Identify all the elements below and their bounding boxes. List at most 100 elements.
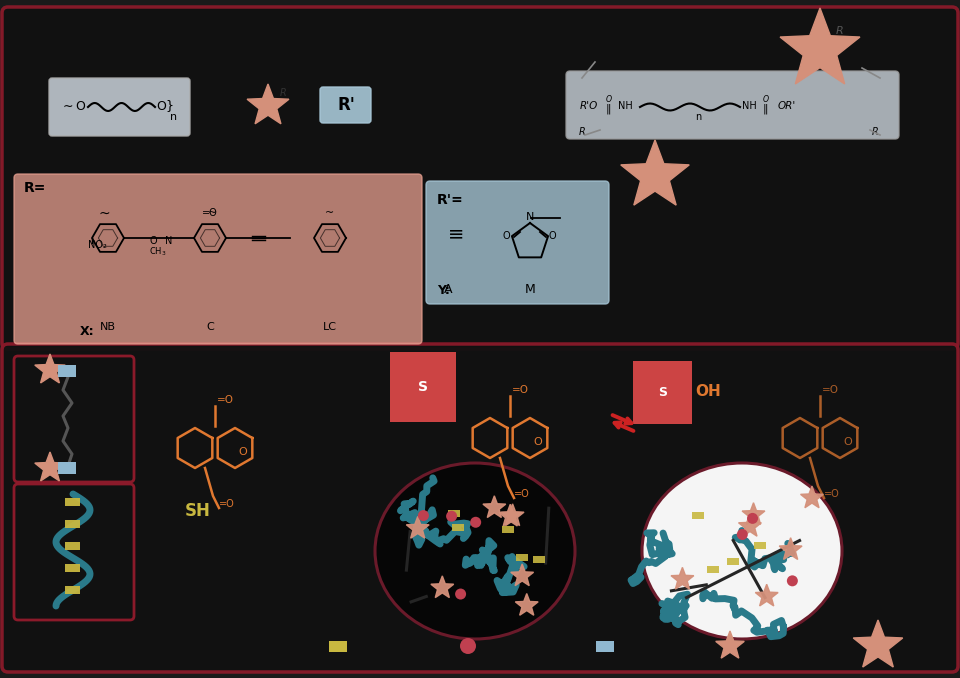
Bar: [708, 566, 719, 573]
Text: n: n: [170, 112, 178, 122]
Bar: [65, 498, 80, 506]
Text: OH: OH: [695, 384, 721, 399]
Bar: [502, 525, 514, 533]
Text: NH: NH: [742, 101, 756, 111]
Text: O: O: [548, 231, 556, 241]
Polygon shape: [780, 8, 860, 84]
Bar: [58, 365, 76, 377]
Text: OR': OR': [778, 101, 796, 111]
Bar: [596, 641, 614, 652]
Polygon shape: [756, 584, 779, 606]
Text: O: O: [239, 447, 248, 457]
Polygon shape: [406, 517, 429, 538]
Polygon shape: [499, 504, 521, 526]
Polygon shape: [742, 502, 765, 525]
Text: NH: NH: [618, 101, 633, 111]
Polygon shape: [501, 504, 524, 525]
Polygon shape: [780, 538, 802, 559]
Polygon shape: [431, 576, 454, 597]
Bar: [754, 542, 765, 549]
FancyBboxPatch shape: [49, 78, 190, 136]
Polygon shape: [801, 486, 824, 508]
Text: NO₂: NO₂: [88, 240, 107, 250]
Text: $\overset{O}{\|}$: $\overset{O}{\|}$: [762, 94, 770, 118]
Text: O: O: [502, 231, 510, 241]
Text: A: A: [444, 283, 452, 296]
Text: $\sim$O: $\sim$O: [60, 100, 86, 113]
Text: ~: ~: [208, 208, 217, 218]
Bar: [65, 564, 80, 572]
Text: M: M: [524, 283, 536, 296]
Polygon shape: [516, 593, 539, 615]
Text: R=: R=: [24, 181, 46, 195]
Polygon shape: [671, 567, 694, 589]
Text: Y:: Y:: [437, 284, 450, 297]
Text: R'=: R'=: [437, 193, 464, 207]
Polygon shape: [35, 354, 65, 383]
Text: ~: ~: [98, 207, 109, 221]
Text: S: S: [418, 380, 428, 394]
Circle shape: [418, 510, 429, 521]
Bar: [727, 558, 739, 565]
Text: O$\}$: O$\}$: [156, 98, 175, 114]
Text: NB: NB: [100, 322, 116, 332]
Polygon shape: [35, 452, 65, 481]
Text: =O: =O: [515, 489, 530, 499]
Bar: [329, 641, 347, 652]
Bar: [452, 523, 465, 531]
Bar: [65, 520, 80, 528]
Text: =O: =O: [822, 385, 839, 395]
Bar: [533, 556, 544, 563]
Polygon shape: [853, 620, 902, 667]
Text: =O: =O: [824, 489, 840, 499]
FancyBboxPatch shape: [566, 71, 899, 139]
Text: R: R: [579, 127, 586, 137]
FancyBboxPatch shape: [2, 344, 958, 672]
Text: ~: ~: [325, 208, 334, 218]
Text: O: O: [150, 236, 157, 246]
Bar: [65, 586, 80, 594]
Bar: [692, 512, 704, 519]
Ellipse shape: [642, 463, 842, 639]
Text: R': R': [337, 96, 355, 114]
Text: =O: =O: [512, 385, 529, 395]
Text: C: C: [206, 322, 214, 332]
Text: O: O: [534, 437, 542, 447]
Text: S: S: [658, 386, 667, 399]
FancyBboxPatch shape: [426, 181, 609, 304]
Bar: [65, 542, 80, 550]
Bar: [516, 554, 528, 561]
Text: R: R: [872, 127, 878, 137]
Text: ≡: ≡: [448, 224, 465, 243]
Text: N: N: [526, 212, 534, 222]
Circle shape: [737, 529, 748, 540]
Circle shape: [460, 638, 476, 654]
FancyBboxPatch shape: [320, 87, 371, 123]
Text: SH: SH: [185, 502, 211, 520]
FancyBboxPatch shape: [14, 174, 422, 344]
Circle shape: [446, 511, 457, 521]
Text: N: N: [165, 236, 173, 246]
Text: R: R: [280, 88, 287, 98]
Polygon shape: [621, 140, 689, 205]
Polygon shape: [483, 496, 506, 517]
Circle shape: [787, 576, 798, 586]
Text: O: O: [844, 437, 852, 447]
Bar: [58, 462, 76, 474]
Text: =O: =O: [203, 208, 218, 218]
Polygon shape: [716, 631, 744, 658]
Text: n: n: [695, 112, 701, 122]
Text: =O: =O: [217, 395, 234, 405]
Text: $\overset{O}{\|}$: $\overset{O}{\|}$: [605, 94, 612, 118]
Text: $\rm{CH_3}$: $\rm{CH_3}$: [149, 245, 167, 258]
Text: LC: LC: [323, 322, 337, 332]
Circle shape: [455, 589, 467, 599]
Circle shape: [747, 513, 758, 524]
Polygon shape: [511, 564, 534, 586]
Polygon shape: [738, 515, 761, 536]
Text: =O: =O: [219, 499, 235, 509]
Circle shape: [470, 517, 481, 527]
FancyBboxPatch shape: [2, 7, 958, 349]
Ellipse shape: [375, 463, 575, 639]
Text: R: R: [836, 26, 844, 36]
